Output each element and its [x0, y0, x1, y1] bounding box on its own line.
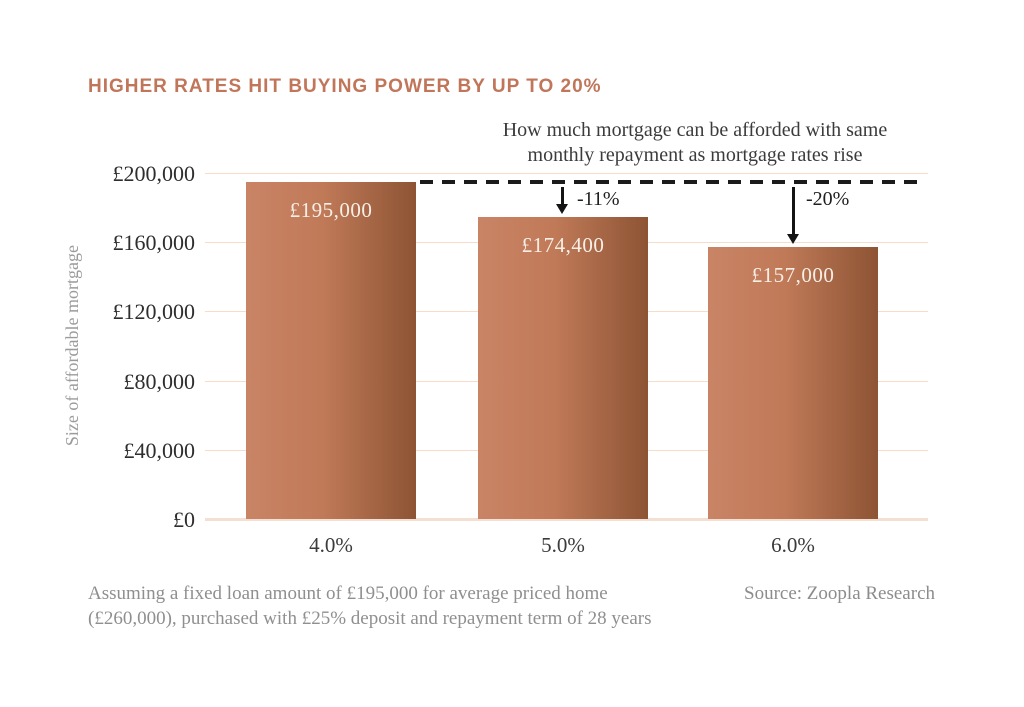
- chart-subtitle-line1: How much mortgage can be afforded with s…: [502, 119, 888, 141]
- annotation-minus-20: -20%: [806, 187, 850, 210]
- y-tick-label: £160,000: [112, 230, 196, 256]
- y-tick-label: £200,000: [112, 161, 196, 186]
- bar-value-label: £195,000: [289, 197, 373, 222]
- arrow-head-icon: [787, 234, 799, 245]
- x-tick-label: 4.0%: [309, 533, 353, 557]
- x-tick-label: 5.0%: [541, 533, 585, 557]
- y-tick-label: £0: [173, 507, 195, 532]
- bar-4-percent: £195,000: [246, 181, 416, 519]
- arrow-head-icon: [556, 204, 568, 215]
- down-arrow-icon: [556, 186, 568, 215]
- footnote-line1: Assuming a fixed loan amount of £195,000…: [88, 583, 608, 604]
- y-tick-label: £80,000: [123, 368, 196, 394]
- bar-5-percent: £174,400: [478, 217, 648, 519]
- annotation-minus-11: -11%: [577, 187, 620, 210]
- bar-6-percent: £157,000: [708, 247, 878, 519]
- bar-value-label: £157,000: [751, 263, 835, 288]
- footnote-line2: (£260,000), purchased with £25% deposit …: [88, 608, 652, 629]
- footnote: Assuming a fixed loan amount of £195,000…: [88, 581, 738, 631]
- bar-value-label: £174,400: [521, 233, 605, 258]
- gridline: [205, 173, 928, 174]
- plot-area: £200,000 £160,000 £120,000 £80,000 £40,0…: [113, 161, 928, 557]
- dashed-reference-line: [420, 179, 925, 184]
- down-arrow-icon: [787, 186, 799, 245]
- y-tick-label: £40,000: [123, 437, 196, 463]
- chart-subtitle: How much mortgage can be afforded with s…: [400, 118, 990, 168]
- y-axis-title-text: Size of affordable mortgage: [61, 245, 82, 447]
- x-tick-label: 6.0%: [771, 533, 815, 557]
- y-tick-label: £120,000: [112, 299, 196, 325]
- y-axis-title: Size of affordable mortgage: [56, 173, 88, 519]
- baseline: [205, 518, 928, 521]
- chart-subtitle-line2: monthly repayment as mortgage rates rise: [527, 144, 863, 166]
- source-credit: Source: Zoopla Research: [744, 583, 935, 604]
- page-title: HIGHER RATES HIT BUYING POWER BY UP TO 2…: [88, 76, 602, 97]
